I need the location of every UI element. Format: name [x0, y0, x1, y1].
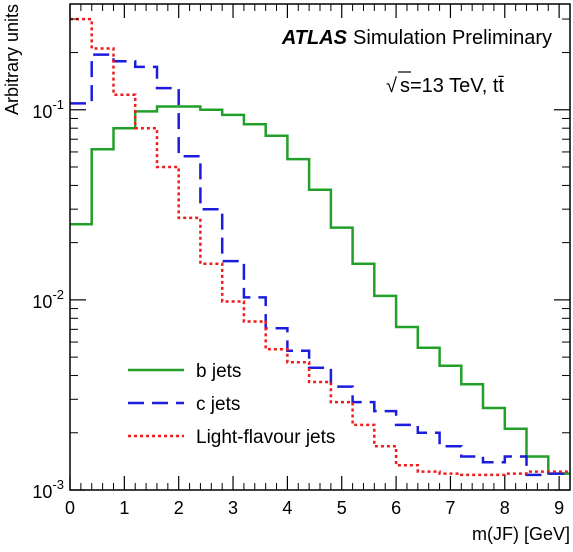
- series-layer: [70, 17, 570, 477]
- ticks-layer: 0 1 2 3 4 5 6 7 8 910-310-210-1: [32, 4, 570, 518]
- y-tick-label: 10-3: [32, 477, 64, 502]
- y-axis-title: Arbitrary units: [2, 4, 22, 115]
- atlas-suffix: Simulation Preliminary: [353, 27, 552, 49]
- y-tick-base: 10: [32, 102, 52, 122]
- y-tick-exponent: -3: [52, 477, 64, 492]
- y-tick-exponent: -2: [52, 287, 64, 302]
- y-tick-base: 10: [32, 292, 52, 312]
- series-line-b-jets: [70, 105, 570, 475]
- legend-label-b-jets: b jets: [196, 361, 241, 382]
- series-line-c-jets: [70, 53, 570, 477]
- x-tick-label: 3: [228, 498, 238, 518]
- x-tick-label: 8: [500, 498, 510, 518]
- x-tick-label: 1: [119, 498, 129, 518]
- legend-label-c-jets: c jets: [196, 394, 240, 415]
- y-tick-base: 10: [32, 482, 52, 502]
- y-tick-label: 10-1: [32, 97, 64, 122]
- atlas-label: ATLAS Simulation Preliminary: [281, 27, 552, 49]
- legend: b jets c jets Light-flavour jets: [128, 361, 335, 448]
- series-line-light-flavour-jets: [70, 17, 570, 477]
- x-tick-label: 6: [391, 498, 401, 518]
- legend-label-light-jets: Light-flavour jets: [196, 427, 335, 448]
- y-tick-exponent: -1: [52, 97, 64, 112]
- x-tick-label: 2: [174, 498, 184, 518]
- x-tick-label: 4: [282, 498, 292, 518]
- x-tick-label: 0: [65, 498, 75, 518]
- y-tick-label: 10-2: [32, 287, 64, 312]
- x-axis-title: m(JF) [GeV]: [472, 524, 570, 544]
- energy-label: √ s=13 TeV, tt̄: [386, 71, 504, 97]
- sqrt-symbol: √: [386, 75, 397, 97]
- x-tick-label: 7: [445, 498, 455, 518]
- energy-text: s=13 TeV, tt̄: [400, 75, 504, 97]
- x-tick-label: 9: [554, 498, 564, 518]
- atlas-logo-text: ATLAS: [281, 27, 348, 49]
- x-tick-label: 5: [337, 498, 347, 518]
